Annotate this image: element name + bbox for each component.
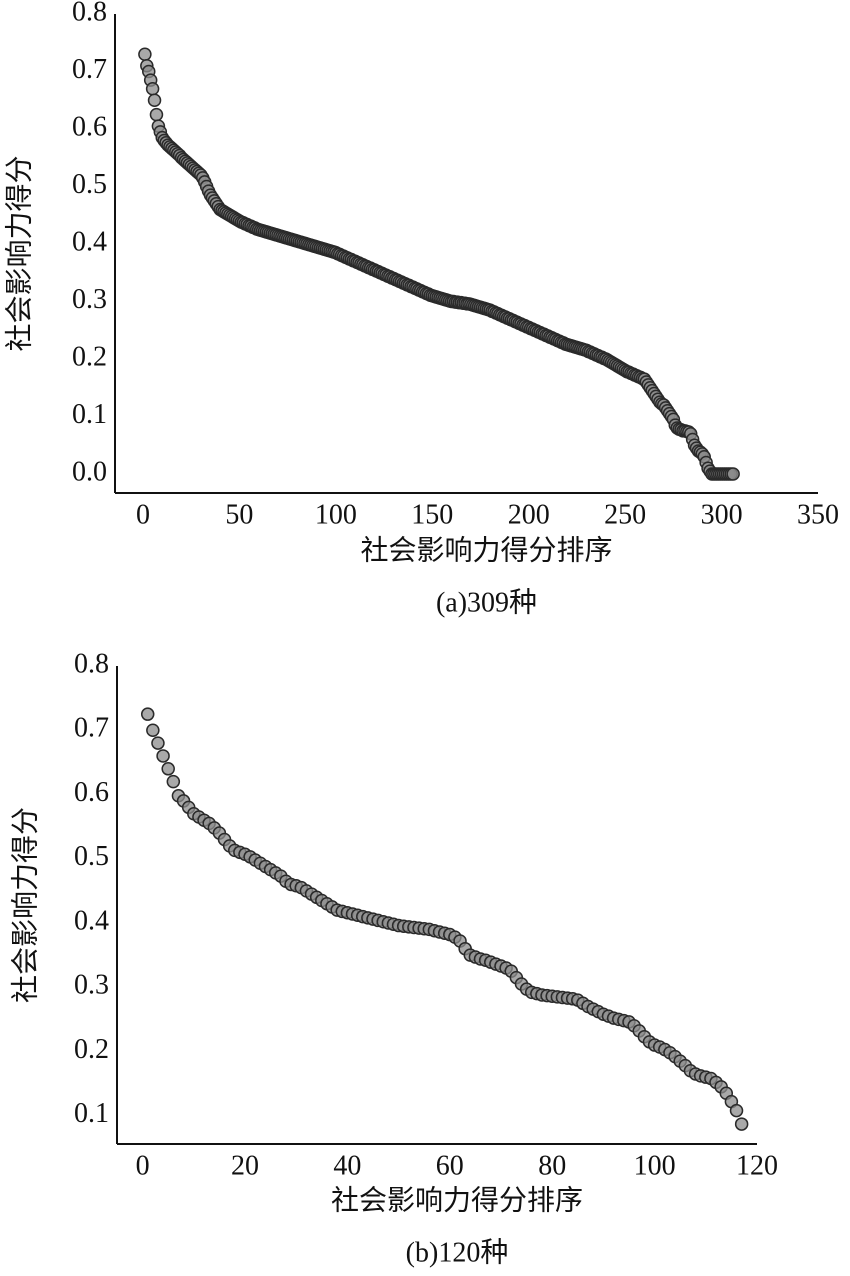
y-tick-label: 0.6 xyxy=(72,111,107,142)
y-tick-label: 0.4 xyxy=(72,226,107,257)
y-tick-label: 0.3 xyxy=(72,284,107,315)
x-tick-label: 120 xyxy=(736,1150,778,1181)
data-point xyxy=(138,47,152,62)
y-tick-label: 0.0 xyxy=(72,456,107,487)
x-tick-label: 200 xyxy=(508,499,550,530)
y-tick-label: 0.7 xyxy=(74,713,109,744)
x-tick-label: 0 xyxy=(136,1150,150,1181)
y-tick-label: 0.4 xyxy=(74,905,109,936)
data-point xyxy=(149,107,164,122)
x-tick-label: 40 xyxy=(333,1150,361,1181)
x-tick-label: 50 xyxy=(225,499,253,530)
x-tick-label: 300 xyxy=(701,499,743,530)
y-tick-label: 0.1 xyxy=(74,1098,109,1129)
x-tick-label: 350 xyxy=(797,499,839,530)
x-tick-label: 150 xyxy=(411,499,453,530)
data-point xyxy=(726,467,740,481)
y-tick-label: 0.5 xyxy=(74,841,109,872)
y-tick-label: 0.8 xyxy=(74,648,109,679)
data-point xyxy=(729,1103,744,1118)
data-point xyxy=(146,723,160,737)
y-tick-label: 0.8 xyxy=(72,0,107,27)
y-tick-label: 0.1 xyxy=(72,399,107,430)
y-axis-label: 社会影响力得分 xyxy=(3,155,35,351)
y-tick-label: 0.2 xyxy=(72,341,107,372)
x-tick-label: 100 xyxy=(634,1150,676,1181)
x-tick-label: 250 xyxy=(604,499,646,530)
chart-title: (a)309种 xyxy=(436,586,537,618)
y-tick-label: 0.6 xyxy=(74,777,109,808)
data-point xyxy=(151,736,165,750)
y-tick-label: 0.3 xyxy=(74,970,109,1001)
x-axis-label: 社会影响力得分排序 xyxy=(331,1184,583,1216)
data-point xyxy=(140,707,155,721)
data-point xyxy=(147,93,162,108)
x-axis-label: 社会影响力得分排序 xyxy=(360,534,612,566)
y-tick-label: 0.7 xyxy=(72,54,107,85)
y-axis-label: 社会影响力得分 xyxy=(9,807,41,1003)
x-tick-label: 60 xyxy=(436,1150,464,1181)
x-tick-label: 0 xyxy=(136,499,150,530)
data-point xyxy=(156,749,170,763)
y-tick-label: 0.2 xyxy=(74,1034,109,1065)
data-point xyxy=(145,82,160,96)
data-point xyxy=(161,762,175,776)
x-tick-label: 20 xyxy=(231,1150,259,1181)
data-point xyxy=(734,1117,749,1131)
data-point xyxy=(166,774,181,789)
chart-title: (b)120种 xyxy=(406,1236,509,1268)
x-tick-label: 80 xyxy=(538,1150,566,1181)
x-tick-label: 100 xyxy=(315,499,357,530)
y-tick-label: 0.5 xyxy=(72,169,107,200)
